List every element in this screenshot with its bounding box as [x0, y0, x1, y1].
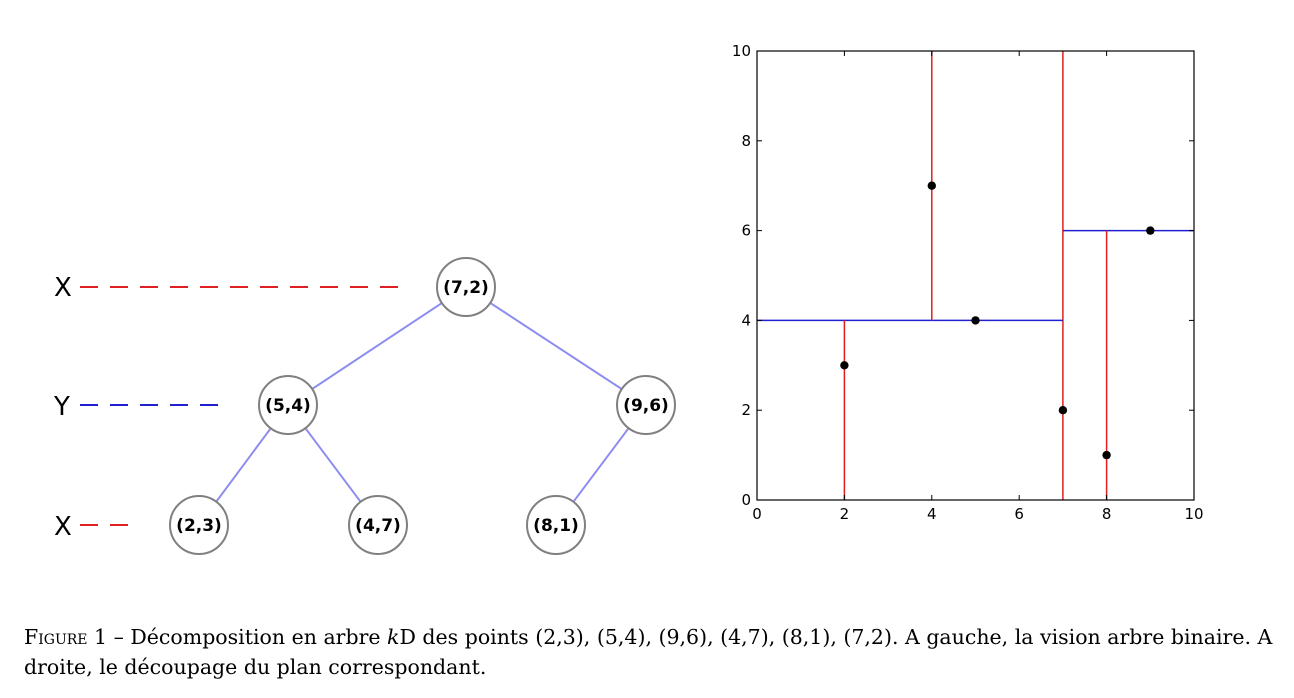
- split-lines: [757, 51, 1194, 500]
- y-tick-label: 2: [741, 401, 751, 419]
- tree-node: (5,4): [258, 375, 318, 435]
- x-tick-label: 6: [1014, 505, 1024, 523]
- tree-edge: [489, 302, 623, 390]
- node-circle: [616, 375, 676, 435]
- data-point: [1146, 226, 1155, 235]
- node-circle: [348, 495, 408, 555]
- y-tick-label: 10: [732, 42, 751, 60]
- tree-edge: [311, 302, 443, 390]
- tree-levels: X Y X: [53, 273, 408, 542]
- x-tick-label: 4: [927, 505, 937, 523]
- node-circle: [526, 495, 586, 555]
- node-circle: [258, 375, 318, 435]
- x-tick-label: 8: [1102, 505, 1112, 523]
- y-tick-label: 0: [741, 491, 751, 509]
- data-point: [1102, 450, 1111, 460]
- kd-plane-plot: 0 2 4 6 8 10 0 2 4 6 8 10: [732, 42, 1204, 523]
- level-label-y: Y: [53, 392, 70, 422]
- axis-ticks: 0 2 4 6 8 10 0 2 4 6 8 10: [732, 42, 1204, 523]
- y-tick-label: 4: [741, 311, 751, 329]
- caption-text-start: Décomposition en arbre: [130, 625, 388, 649]
- y-tick-label: 6: [741, 222, 751, 240]
- figure-label: Figure 1: [24, 625, 108, 649]
- node-label: (5,4): [265, 396, 311, 416]
- tree-node: (9,6): [616, 375, 676, 435]
- level-label-x2: X: [54, 512, 72, 542]
- node-label: (8,1): [533, 516, 579, 536]
- data-points: [840, 181, 1155, 460]
- tree-edge: [304, 427, 362, 503]
- tree-node: (4,7): [348, 495, 408, 555]
- node-label: (7,2): [443, 278, 489, 298]
- node-circle: [436, 257, 496, 317]
- tree-edges: [215, 302, 630, 503]
- caption-dash: –: [107, 625, 131, 649]
- data-point: [927, 181, 936, 190]
- figure-caption: Figure 1 – Décomposition en arbre kD des…: [24, 622, 1284, 682]
- figure: X Y X (7,2) (5,4) (9,6) (2,3) (4,7): [53, 42, 1204, 555]
- tree-node: (8,1): [526, 495, 586, 555]
- x-tick-label: 2: [840, 505, 850, 523]
- x-tick-label: 10: [1184, 505, 1203, 523]
- tree-node: (2,3): [169, 495, 229, 555]
- level-label-x1: X: [54, 273, 72, 303]
- node-label: (4,7): [355, 516, 401, 536]
- caption-text-end: D des points (2,3), (5,4), (9,6), (4,7),…: [24, 625, 1273, 679]
- data-point: [971, 316, 980, 325]
- node-circle: [169, 495, 229, 555]
- data-point: [840, 361, 849, 370]
- tree-node: (7,2): [436, 257, 496, 317]
- plot-frame: [756, 50, 1195, 501]
- caption-k: k: [387, 625, 400, 649]
- node-label: (9,6): [623, 396, 669, 416]
- y-tick-label: 8: [741, 132, 751, 150]
- x-tick-label: 0: [752, 505, 762, 523]
- tree-edge: [572, 427, 630, 503]
- node-label: (2,3): [176, 516, 222, 536]
- data-point: [1058, 406, 1068, 415]
- tree-nodes: (7,2) (5,4) (9,6) (2,3) (4,7) (8,1): [169, 257, 676, 555]
- tree-edge: [215, 427, 272, 503]
